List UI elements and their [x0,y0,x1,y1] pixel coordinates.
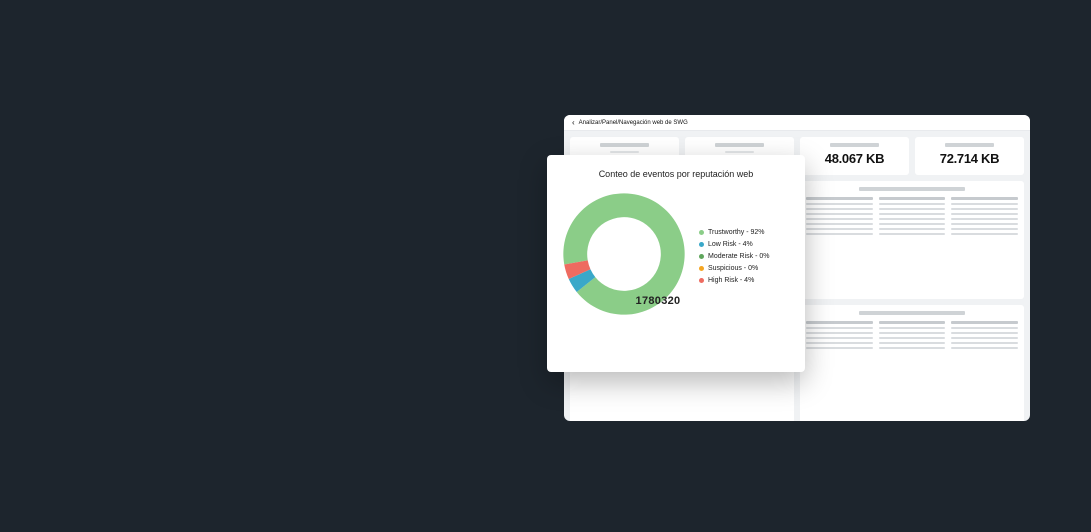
legend-label: Suspicious - 0% [708,265,758,272]
table-card-1 [800,181,1024,299]
metric-card-4: 72.714 KB [915,137,1024,175]
breadcrumb[interactable]: Analizar/Panel/Navegación web de SWG [579,120,688,126]
legend-color-dot [699,266,704,271]
donut-center-value: 1780320 [608,295,708,307]
legend-item: Moderate Risk - 0% [699,253,769,260]
breadcrumb-bar: ‹ Analizar/Panel/Navegación web de SWG [564,115,1030,131]
skeleton-line [859,187,965,191]
legend-color-dot [699,242,704,247]
chart-legend: Trustworthy - 92% Low Risk - 4% Moderate R… [699,229,769,284]
skeleton-line [830,143,879,147]
popup-title: Conteo de eventos por reputación web [559,169,793,179]
chevron-left-icon[interactable]: ‹ [572,118,575,127]
legend-item: High Risk - 4% [699,277,769,284]
table-card-2 [800,305,1024,421]
reputation-popup: Conteo de eventos por reputación web 178… [547,155,805,372]
skeleton-table [806,197,1018,235]
skeleton-line [715,143,764,147]
legend-label: Moderate Risk - 0% [708,253,769,260]
legend-label: Low Risk - 4% [708,241,753,248]
skeleton-line [600,143,649,147]
skeleton-table [806,321,1018,349]
legend-color-dot [699,254,704,259]
legend-color-dot [699,230,704,235]
legend-color-dot [699,278,704,283]
metric-card-3: 48.067 KB [800,137,909,175]
legend-item: Low Risk - 4% [699,241,769,248]
legend-item: Suspicious - 0% [699,265,769,272]
legend-label: Trustworthy - 92% [708,229,765,236]
skeleton-line [725,151,754,153]
skeleton-line [859,311,965,315]
legend-item: Trustworthy - 92% [699,229,769,236]
skeleton-line [610,151,639,153]
metric-value: 72.714 KB [921,151,1018,166]
metric-value: 48.067 KB [806,151,903,166]
legend-label: High Risk - 4% [708,277,754,284]
skeleton-line [945,143,994,147]
